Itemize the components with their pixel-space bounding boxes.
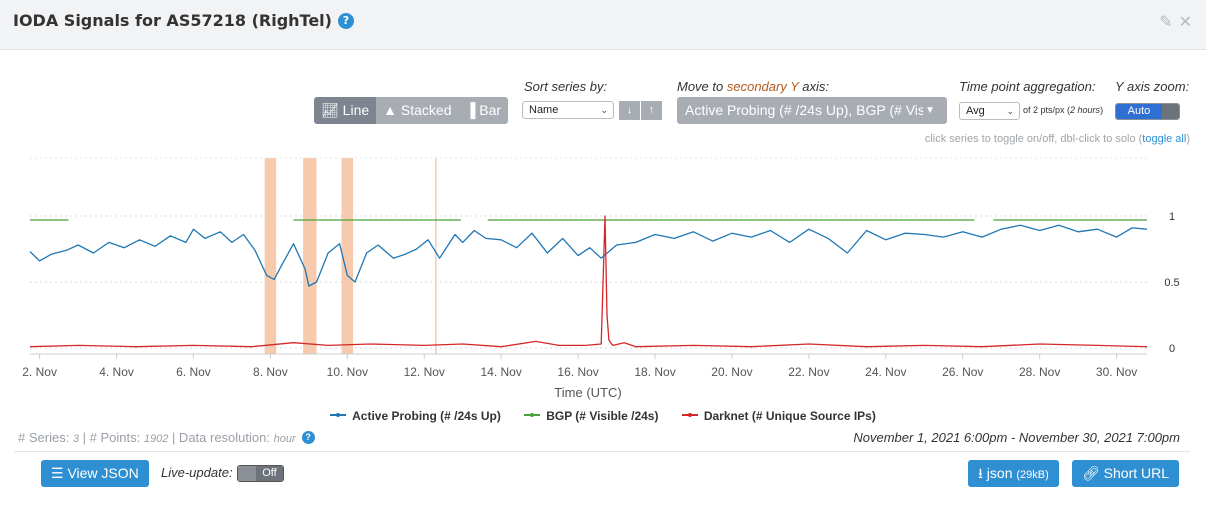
chart-type-stacked-button[interactable]: ▲ Stacked [376, 97, 459, 124]
legend-item-darknet[interactable]: Darknet (# Unique Source IPs) [681, 409, 876, 423]
x-tick-label: 14. Nov [481, 365, 522, 379]
caret-down-icon: ▼ [925, 105, 935, 116]
y-zoom-value: Auto [1116, 104, 1162, 119]
sort-desc-button[interactable]: ↓ [619, 101, 640, 120]
time-range: November 1, 2021 6:00pm - November 30, 2… [853, 430, 1180, 445]
panel-title-text: IODA Signals for AS57218 (RighTel) [13, 11, 332, 30]
y-zoom-label: Y axis zoom: [1115, 79, 1190, 94]
x-tick-label: 4. Nov [99, 365, 134, 379]
panel-header: IODA Signals for AS57218 (RighTel)? ✎ ✕ [0, 0, 1206, 50]
x-tick-label: 20. Nov [711, 365, 752, 379]
x-tick-label: 26. Nov [942, 365, 983, 379]
help-icon[interactable]: ? [337, 13, 354, 29]
chart-stats: # Series: 3 | # Points: 1902 | Data reso… [18, 430, 315, 445]
x-tick-label: 10. Nov [327, 365, 368, 379]
y-zoom-knob [1162, 104, 1179, 119]
legend-item-bgp[interactable]: BGP (# Visible /24s) [524, 409, 658, 423]
list-icon: ☰ [51, 465, 64, 481]
secondary-y-value: Active Probing (# /24s Up), BGP (# Visib… [685, 102, 923, 118]
series-lines[interactable] [29, 215, 1148, 348]
outage-bands [264, 158, 437, 354]
toggle-all-link[interactable]: toggle all [1142, 133, 1187, 145]
series-line-active-probing[interactable] [29, 224, 1148, 287]
signals-chart: 2. Nov 4. Nov 6. Nov 8. Nov 10. Nov 12. Nov 14… [22, 157, 1180, 400]
y-axis: 00.51 [1164, 211, 1179, 355]
outage-band-0 [264, 158, 277, 354]
x-tick-label: 18. Nov [634, 365, 675, 379]
x-tick-label: 22. Nov [788, 365, 829, 379]
help-icon[interactable]: ? [301, 431, 315, 444]
x-tick-label: 16. Nov [557, 365, 598, 379]
aggregation-select[interactable]: Avg ⌄ [959, 102, 1020, 120]
sort-asc-button[interactable]: ↑ [641, 101, 662, 120]
arrow-down-icon: ↓ [626, 104, 633, 116]
chart-legend: Active Probing (# /24s Up) BGP (# Visibl… [0, 409, 1206, 423]
y-tick-label: 1 [1169, 211, 1175, 223]
secondary-y-label: Move to secondary Y axis: [677, 79, 829, 94]
legend-marker-icon [524, 413, 541, 417]
sort-select-value: Name [529, 104, 559, 116]
x-tick-label: 30. Nov [1096, 365, 1137, 379]
view-json-button[interactable]: ☰ View JSON [41, 460, 149, 487]
legend-marker-icon [681, 413, 698, 417]
legend-item-active-probing[interactable]: Active Probing (# /24s Up) [330, 409, 501, 423]
close-icon[interactable]: ✕ [1178, 14, 1192, 31]
y-zoom-toggle[interactable]: Auto [1115, 103, 1180, 120]
sort-label: Sort series by: [524, 79, 608, 94]
outage-band-1 [303, 158, 317, 354]
secondary-y-select[interactable]: Active Probing (# /24s Up), BGP (# Visib… [677, 97, 947, 124]
sort-select[interactable]: Name ⌄ [522, 101, 614, 119]
download-icon: ⭳ [978, 465, 983, 481]
series-toggle-hint: click series to toggle on/off, dbl-click… [924, 133, 1190, 145]
x-tick-label: 12. Nov [404, 365, 445, 379]
live-update-toggle[interactable]: Off [237, 465, 284, 482]
outage-band-2 [341, 158, 354, 354]
chevron-down-icon: ⌄ [1006, 106, 1014, 116]
link-icon: 🔗︎ [1082, 465, 1100, 481]
panel-title: IODA Signals for AS57218 (RighTel)? [13, 11, 354, 30]
x-tick-label: 6. Nov [176, 365, 211, 379]
series-line-darknet[interactable] [29, 215, 1148, 348]
x-axis-label: Time (UTC) [554, 385, 621, 400]
chart-type-group: 📈︎ Line ▲ Stacked ▐ Bar [314, 97, 509, 124]
x-tick-label: 8. Nov [253, 365, 288, 379]
live-update-knob [238, 466, 256, 481]
aggregation-label: Time point aggregation: [959, 79, 1096, 94]
aggregation-note: of 2 pts/px (2 hours) [1023, 105, 1104, 115]
divider [14, 451, 1190, 452]
x-tick-label: 24. Nov [865, 365, 906, 379]
legend-marker-icon [330, 413, 347, 417]
aggregation-value: Avg [966, 105, 985, 117]
chevron-down-icon: ⌄ [600, 105, 608, 115]
chart-type-bar-button[interactable]: ▐ Bar [458, 97, 509, 124]
live-update-label: Live-update: [161, 465, 233, 480]
short-url-button[interactable]: 🔗︎ Short URL [1072, 460, 1180, 487]
header-actions: ✎ ✕ [1153, 12, 1192, 32]
y-tick-label: 0 [1169, 343, 1175, 355]
chart-type-line-button[interactable]: 📈︎ Line [314, 97, 377, 124]
arrow-up-icon: ↑ [648, 104, 655, 116]
x-tick-label: 28. Nov [1019, 365, 1060, 379]
y-gridlines [30, 157, 1147, 349]
live-update-value: Off [256, 466, 283, 481]
x-tick-label: 2. Nov [22, 365, 57, 379]
y-tick-label: 0.5 [1164, 277, 1179, 289]
json-download-button[interactable]: ⭳ json (29kB) [968, 460, 1059, 487]
x-axis: 2. Nov 4. Nov 6. Nov 8. Nov 10. Nov 12. Nov 14… [22, 353, 1147, 379]
edit-icon[interactable]: ✎ [1159, 14, 1173, 31]
